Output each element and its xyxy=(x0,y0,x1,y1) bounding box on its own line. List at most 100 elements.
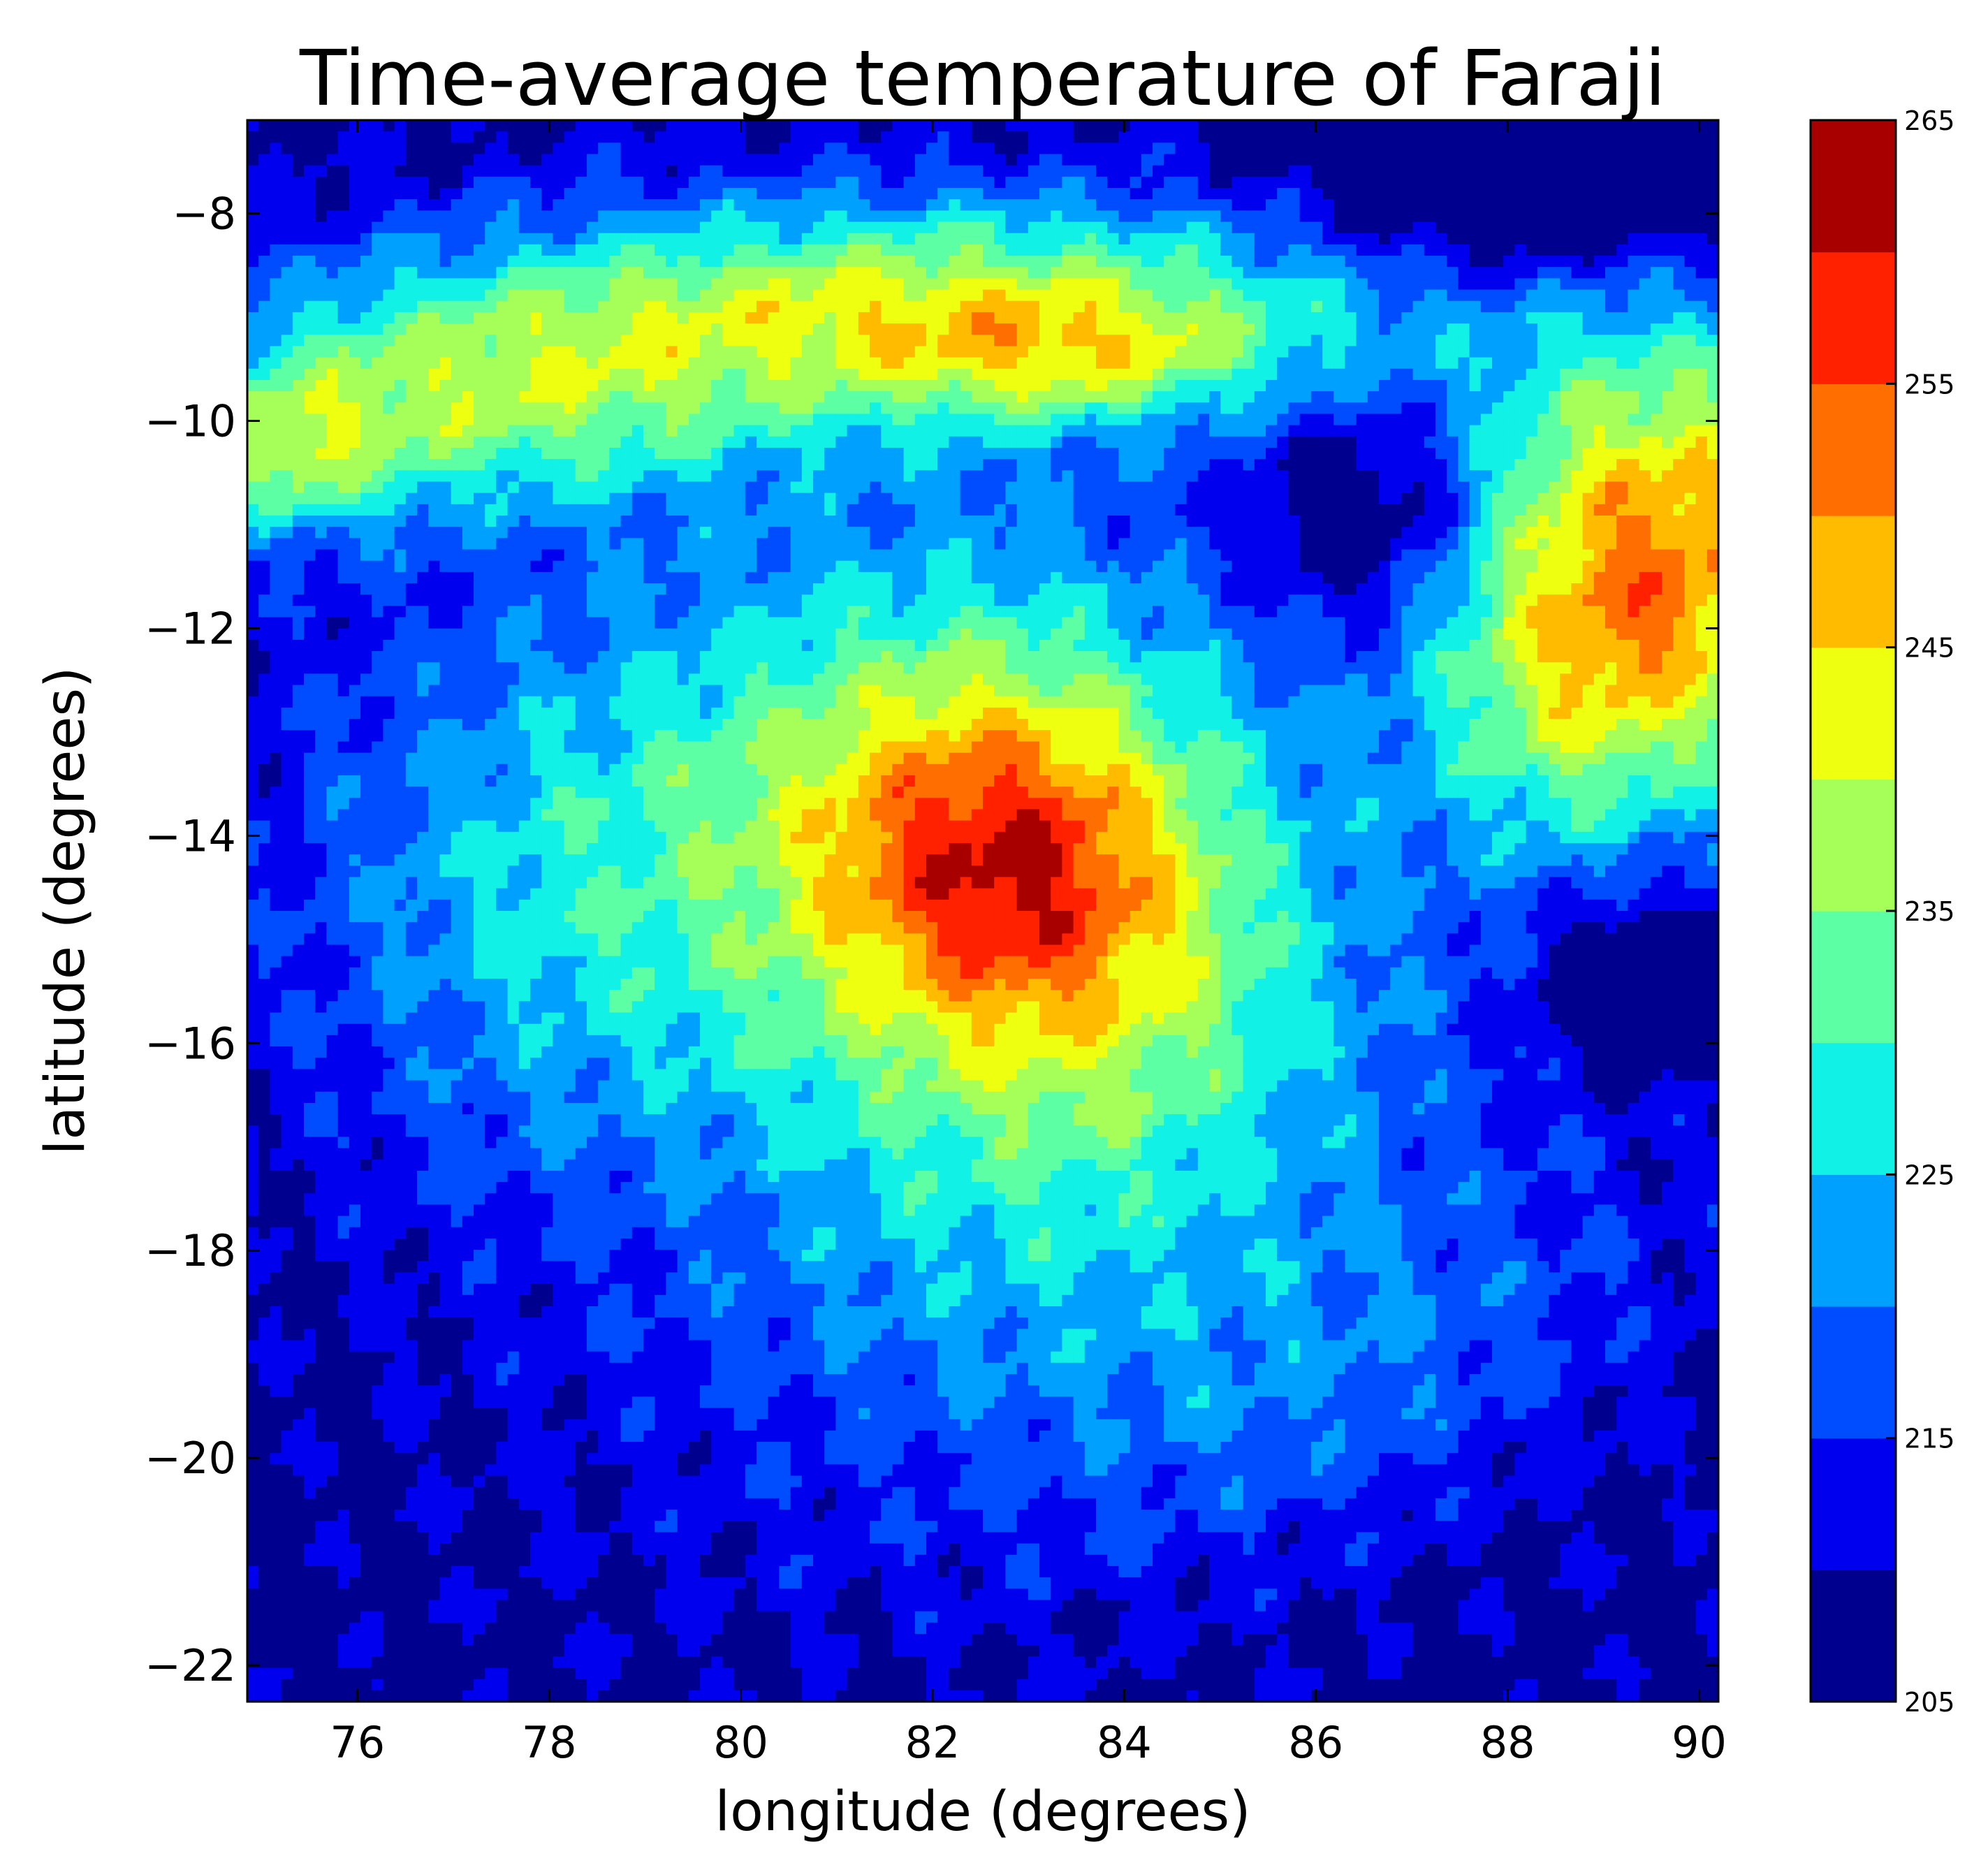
contour-cell xyxy=(655,289,667,302)
contour-cell xyxy=(281,120,293,132)
contour-cell xyxy=(485,176,497,189)
contour-cell xyxy=(847,244,859,256)
contour-cell xyxy=(1605,312,1617,324)
contour-cell xyxy=(247,210,259,223)
contour-cell xyxy=(315,312,328,324)
contour-cell xyxy=(394,188,407,200)
contour-cell xyxy=(1560,402,1572,415)
contour-cell xyxy=(394,481,407,494)
contour-cell xyxy=(553,233,565,245)
contour-cell xyxy=(711,143,724,155)
contour-cell xyxy=(960,221,972,234)
contour-cell xyxy=(983,335,995,347)
contour-cell xyxy=(247,459,259,472)
contour-cell xyxy=(1412,131,1425,144)
contour-cell xyxy=(270,267,282,279)
contour-cell xyxy=(858,481,870,494)
contour-cell xyxy=(1684,425,1697,437)
contour-cell xyxy=(1141,470,1153,483)
contour-cell xyxy=(417,459,429,472)
contour-cell xyxy=(1356,188,1368,200)
contour-cell xyxy=(394,120,407,132)
contour-cell xyxy=(1684,323,1697,335)
contour-cell xyxy=(541,312,554,324)
contour-cell xyxy=(1582,312,1595,324)
contour-cell xyxy=(326,425,339,437)
contour-cell xyxy=(1073,233,1086,245)
contour-cell xyxy=(530,323,542,335)
contour-cell xyxy=(700,131,712,144)
contour-cell xyxy=(383,436,395,448)
contour-cell xyxy=(1118,143,1131,155)
contour-cell xyxy=(1277,504,1289,516)
contour-cell xyxy=(1107,492,1120,505)
contour-cell xyxy=(1153,143,1164,155)
contour-cell xyxy=(757,267,768,279)
contour-cell xyxy=(824,210,837,223)
contour-cell xyxy=(1186,244,1199,256)
contour-cell xyxy=(405,323,418,335)
contour-cell xyxy=(971,120,984,132)
contour-cell xyxy=(507,368,520,381)
contour-cell xyxy=(474,492,485,505)
contour-cell xyxy=(507,244,520,256)
contour-cell xyxy=(688,379,701,392)
contour-cell xyxy=(1153,504,1164,516)
contour-cell xyxy=(1051,379,1063,392)
contour-cell xyxy=(757,357,768,370)
contour-cell xyxy=(1616,425,1629,437)
contour-cell xyxy=(507,131,520,144)
contour-cell xyxy=(1356,312,1368,324)
contour-cell xyxy=(677,357,689,370)
contour-cell xyxy=(1356,176,1368,189)
contour-cell xyxy=(462,481,474,494)
contour-cell xyxy=(337,357,350,370)
contour-cell xyxy=(553,379,565,392)
contour-cell xyxy=(971,391,984,403)
contour-cell xyxy=(1514,402,1527,415)
contour-cell xyxy=(790,289,803,302)
contour-cell xyxy=(1299,492,1312,505)
contour-cell xyxy=(1684,391,1697,403)
contour-cell xyxy=(1310,256,1323,268)
contour-cell xyxy=(757,481,768,494)
contour-cell xyxy=(258,131,271,144)
contour-cell xyxy=(474,504,485,516)
contour-cell xyxy=(1231,425,1244,437)
contour-cell xyxy=(1164,199,1176,212)
contour-cell xyxy=(620,538,633,550)
contour-cell xyxy=(926,414,938,426)
contour-cell xyxy=(1322,120,1334,132)
contour-cell xyxy=(1231,300,1244,313)
contour-cell xyxy=(258,154,271,166)
contour-cell xyxy=(326,459,339,472)
contour-cell xyxy=(439,346,452,358)
contour-cell xyxy=(1447,131,1459,144)
contour-cell xyxy=(564,210,576,223)
contour-cell xyxy=(1231,176,1244,189)
contour-cell xyxy=(1412,143,1425,155)
contour-cell xyxy=(326,470,339,483)
contour-cell xyxy=(587,267,599,279)
contour-cell xyxy=(417,425,429,437)
contour-cell xyxy=(1367,527,1380,539)
contour-cell xyxy=(620,391,633,403)
contour-cell xyxy=(824,188,837,200)
contour-cell xyxy=(349,379,361,392)
contour-cell xyxy=(666,199,678,212)
contour-cell xyxy=(858,120,870,132)
contour-cell xyxy=(326,516,339,527)
contour-cell xyxy=(1356,368,1368,381)
contour-cell xyxy=(1175,256,1187,268)
contour-cell xyxy=(304,391,316,403)
contour-cell xyxy=(553,176,565,189)
contour-cell xyxy=(1492,470,1504,483)
contour-cell xyxy=(677,210,689,223)
contour-cell xyxy=(1356,143,1368,155)
contour-cell xyxy=(1379,527,1391,539)
contour-cell xyxy=(835,267,848,279)
contour-cell xyxy=(1277,131,1289,144)
contour-cell xyxy=(745,379,757,392)
contour-cell xyxy=(507,335,520,347)
contour-cell xyxy=(733,165,746,177)
